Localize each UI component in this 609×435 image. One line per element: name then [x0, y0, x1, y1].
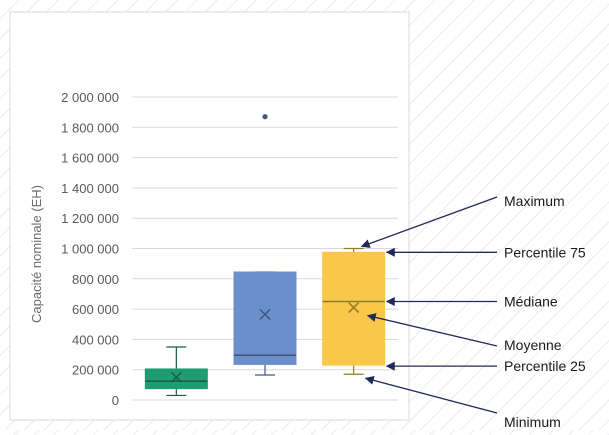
y-tick-label: 400 000: [72, 332, 119, 347]
y-axis-label: Capacité nominale (EH): [29, 185, 44, 323]
box-iqr: [144, 368, 208, 390]
y-tick-label: 1 600 000: [61, 151, 119, 166]
annotation-q1: Percentile 25: [385, 358, 586, 374]
mean-marker-stroke: [259, 308, 271, 320]
annotation-label: Moyenne: [504, 337, 562, 353]
mean-marker: [170, 371, 182, 383]
annotation-label: Percentile 75: [504, 244, 586, 260]
y-tick-label: 0: [112, 393, 119, 408]
annotations: Maximum Percentile 75 Médiane Moyenne Percen…: [360, 193, 586, 430]
annotation-arrow: [366, 313, 498, 347]
box-2: [233, 114, 297, 376]
y-tick-label: 1 800 000: [61, 120, 119, 135]
annotation-median: Médiane: [385, 294, 558, 310]
y-tick-label: 1 000 000: [61, 242, 119, 257]
annotation-arrow: [360, 196, 498, 248]
outlier-point: [262, 114, 268, 120]
mean-marker-stroke: [170, 371, 182, 383]
annotation-arrow: [364, 375, 498, 414]
box-iqr: [233, 271, 297, 365]
mean-marker: [348, 302, 360, 314]
y-tick-label: 1 400 000: [61, 181, 119, 196]
annotation-mean: Moyenne: [366, 313, 562, 353]
y-tick-label: 800 000: [72, 272, 119, 287]
y-tick-label: 1 200 000: [61, 211, 119, 226]
annotation-min: Minimum: [364, 375, 561, 430]
y-tick-label: 600 000: [72, 302, 119, 317]
mean-marker-stroke: [348, 302, 360, 314]
box-1: [144, 346, 208, 397]
annotation-q3: Percentile 75: [385, 244, 586, 260]
y-tick-labels: 0 200 000 400 000 600 000 800 000 1 000 000 1 …: [61, 90, 119, 408]
box-iqr: [322, 251, 386, 366]
y-tick-label: 2 000 000: [61, 90, 119, 105]
box-series: [144, 114, 386, 397]
annotation-label: Médiane: [504, 294, 558, 310]
annotation-label: Percentile 25: [504, 358, 586, 374]
annotation-max: Maximum: [360, 193, 565, 248]
box-3: [322, 247, 386, 375]
annotation-label: Minimum: [504, 414, 561, 430]
y-tick-label: 200 000: [72, 363, 119, 378]
mean-marker: [259, 308, 271, 320]
annotation-label: Maximum: [504, 193, 565, 209]
